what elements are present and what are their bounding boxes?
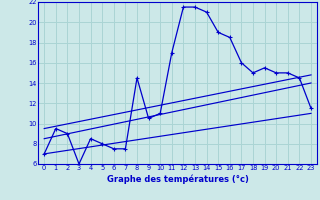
X-axis label: Graphe des températures (°c): Graphe des températures (°c) xyxy=(107,174,249,184)
